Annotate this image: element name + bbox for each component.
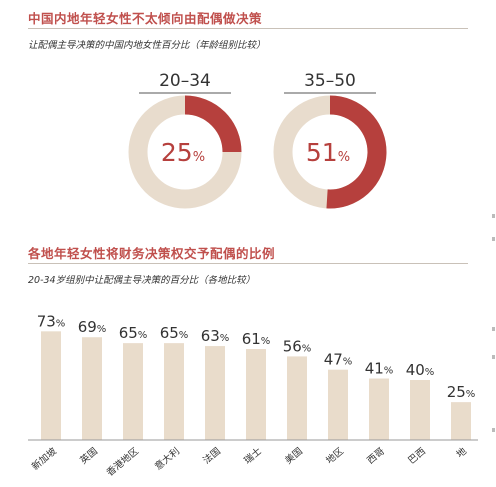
section2-title-rule: [28, 263, 468, 264]
section2-title: 各地年轻女性将财务决策权交予配偶的比例: [28, 246, 276, 261]
bar-value-6: 56%: [283, 337, 312, 355]
donut-slice-0: [184, 95, 242, 153]
bar-5: [246, 349, 266, 440]
donut-charts: 20–34 25% 35–50 51%: [128, 71, 387, 209]
edge-mark: [492, 327, 495, 331]
donut-value-0: 25%: [161, 138, 205, 167]
bar-8: [369, 378, 389, 440]
bar-value-9: 40%: [406, 361, 435, 379]
donut-label-1: 35–50: [304, 71, 356, 91]
bar-value-10: 25%: [447, 383, 476, 401]
bar-value-0: 73%: [37, 312, 66, 330]
donut-value-1: 51%: [306, 138, 350, 167]
bar-label-2: 香港地区: [104, 445, 141, 479]
bar-label-1: 英国: [78, 445, 100, 466]
bar-2: [123, 343, 143, 440]
bar-value-4: 63%: [201, 327, 230, 345]
section2-subtitle: 20-34岁组别中让配偶主导决策的百分比（各地比较）: [28, 275, 256, 286]
edge-mark: [492, 355, 495, 359]
edge-mark: [492, 428, 495, 432]
bar-1: [82, 337, 102, 440]
donut-label-0: 20–34: [159, 71, 211, 91]
bar-label-5: 瑞士: [242, 445, 265, 467]
bar-label-0: 新加坡: [29, 445, 59, 473]
bar-0: [41, 331, 61, 440]
section1-subtitle: 让配偶主导决策的中国内地女性百分比（年龄组别比较）: [28, 40, 266, 51]
bar-label-4: 法国: [201, 445, 223, 466]
bar-value-2: 65%: [119, 324, 148, 342]
bar-4: [205, 346, 225, 440]
section1-title: 中国内地年轻女性不太倾向由配偶做决策: [28, 11, 263, 26]
bar-label-7: 地区: [324, 445, 347, 467]
bar-label-8: 西哥: [365, 446, 387, 467]
bar-value-3: 65%: [160, 324, 189, 342]
donut-slice-1: [326, 95, 387, 209]
bar-chart: 73% 新加坡 69% 英国 65% 香港地区 65% 意大利 63% 法国 61% 瑞士 56% 美国 4…: [28, 312, 478, 479]
bar-3: [164, 343, 184, 440]
bar-value-5: 61%: [242, 330, 271, 348]
bar-value-1: 69%: [78, 318, 107, 336]
bar-10: [451, 402, 471, 440]
bar-label-9: 巴西: [406, 446, 428, 467]
bar-9: [410, 380, 430, 440]
edge-mark: [492, 237, 495, 241]
bar-value-7: 47%: [324, 351, 353, 369]
bar-label-10: 地: [454, 445, 469, 461]
bar-value-8: 41%: [365, 360, 394, 378]
bar-7: [328, 369, 348, 440]
section1-title-rule: [28, 28, 468, 29]
bar-6: [287, 356, 307, 440]
bar-label-3: 意大利: [152, 445, 182, 473]
bar-label-6: 美国: [283, 445, 305, 466]
edge-mark: [492, 214, 495, 218]
